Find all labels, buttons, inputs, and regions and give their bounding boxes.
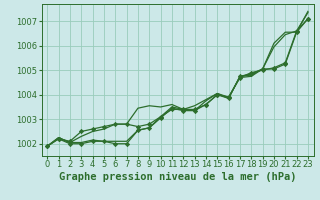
X-axis label: Graphe pression niveau de la mer (hPa): Graphe pression niveau de la mer (hPa) — [59, 172, 296, 182]
